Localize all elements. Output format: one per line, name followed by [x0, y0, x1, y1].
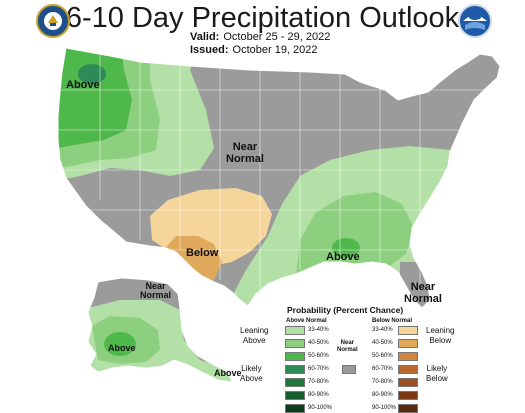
legend-above-swatch: [285, 352, 305, 361]
legend-above-swatch: [285, 365, 305, 374]
legend-above-swatch: [285, 326, 305, 335]
legend-above-swatch: [285, 391, 305, 400]
noaa-logo-icon: [458, 4, 492, 38]
legend-below-range: 60-70%: [372, 366, 393, 372]
valid-line: Valid: October 25 - 29, 2022: [190, 31, 330, 43]
legend-above-swatch: [285, 339, 305, 348]
legend-above-range: 33-40%: [308, 327, 329, 333]
label-above-alaska: Above: [108, 343, 136, 353]
legend-above-range: 60-70%: [308, 366, 329, 372]
legend-below-swatch: [398, 378, 418, 387]
legend-below-header: Below Normal: [372, 318, 413, 324]
legend-likely-below: Likely Below: [426, 364, 448, 383]
legend-likely-above: Likely Above: [240, 364, 263, 383]
legend-above-range: 70-80%: [308, 379, 329, 385]
legend-above-swatch: [285, 378, 305, 387]
label-above-alaska-tail: Above: [214, 368, 242, 378]
legend-below-range: 40-50%: [372, 340, 393, 346]
map-title: 6-10 Day Precipitation Outlook: [65, 2, 460, 34]
legend-below-range: 33-40%: [372, 327, 393, 333]
legend-below-range: 70-80%: [372, 379, 393, 385]
legend-near-normal-swatch: [342, 365, 356, 374]
legend-below-swatch: [398, 404, 418, 413]
legend-above-range: 80-90%: [308, 392, 329, 398]
issued-line: Issued: October 19, 2022: [190, 44, 318, 56]
legend-above-range: 90-100%: [308, 405, 333, 411]
legend-below-range: 80-90%: [372, 392, 393, 398]
legend-below-swatch: [398, 339, 418, 348]
legend-near-normal-label: Near Normal: [337, 340, 358, 354]
doc-seal-icon: [36, 4, 70, 38]
issued-value: October 19, 2022: [232, 44, 318, 56]
legend-below-swatch: [398, 352, 418, 361]
legend-above-header: Above Normal: [286, 318, 327, 324]
legend-leaning-above: Leaning Above: [240, 326, 269, 345]
legend-below-swatch: [398, 391, 418, 400]
legend-below-range: 50-60%: [372, 353, 393, 359]
legend-below-swatch: [398, 365, 418, 374]
legend-above-swatch: [285, 404, 305, 413]
label-near-normal-alaska: Near Normal: [140, 281, 172, 301]
label-above-southeast: Above: [326, 251, 360, 263]
legend-above-range: 40-50%: [308, 340, 329, 346]
legend-above-range: 50-60%: [308, 353, 329, 359]
valid-label: Valid:: [190, 31, 220, 43]
legend-title: Probability (Percent Chance): [287, 305, 404, 315]
label-near-normal-center: Near Normal: [226, 141, 264, 165]
label-below-southwest: Below: [186, 247, 219, 259]
legend-below-range: 90-100%: [372, 405, 397, 411]
legend-leaning-below: Leaning Below: [426, 326, 455, 345]
legend-below-swatch: [398, 326, 418, 335]
label-above-northwest: Above: [66, 79, 100, 91]
label-near-normal-florida: Near Normal: [404, 281, 442, 305]
issued-label: Issued:: [190, 44, 229, 56]
valid-value: October 25 - 29, 2022: [223, 31, 331, 43]
